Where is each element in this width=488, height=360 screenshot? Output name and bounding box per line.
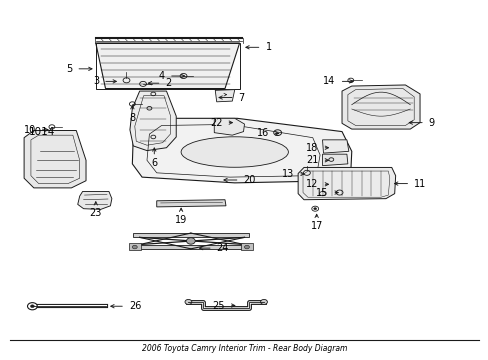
Polygon shape: [322, 154, 347, 166]
Circle shape: [186, 238, 195, 244]
Text: 20: 20: [243, 175, 255, 185]
Text: 13: 13: [282, 169, 294, 179]
Polygon shape: [214, 118, 244, 135]
Text: 8: 8: [129, 113, 135, 123]
Text: 12: 12: [305, 179, 318, 189]
Text: 9: 9: [428, 118, 434, 128]
Text: 17: 17: [310, 221, 322, 231]
Polygon shape: [157, 200, 225, 207]
Polygon shape: [96, 43, 239, 89]
Circle shape: [27, 303, 37, 310]
Text: 2006 Toyota Camry Interior Trim - Rear Body Diagram: 2006 Toyota Camry Interior Trim - Rear B…: [142, 344, 346, 353]
Polygon shape: [215, 90, 234, 102]
Bar: [241, 243, 252, 250]
Text: 22: 22: [210, 118, 222, 128]
Text: 3: 3: [93, 76, 99, 86]
Text: 16: 16: [256, 129, 268, 138]
Polygon shape: [133, 233, 249, 237]
Text: 15: 15: [315, 188, 328, 198]
Polygon shape: [322, 140, 348, 153]
Polygon shape: [130, 91, 176, 150]
Text: 2: 2: [165, 78, 171, 88]
Circle shape: [132, 245, 137, 249]
Text: 25: 25: [212, 301, 224, 311]
Polygon shape: [132, 118, 351, 183]
Text: 14: 14: [323, 76, 335, 86]
Text: 5: 5: [66, 64, 72, 74]
Text: 18: 18: [306, 143, 318, 153]
Text: 19: 19: [175, 215, 187, 225]
Text: 1014: 1014: [29, 127, 55, 136]
Circle shape: [30, 305, 34, 308]
Circle shape: [313, 208, 316, 210]
Ellipse shape: [181, 137, 288, 167]
Text: 26: 26: [129, 301, 141, 311]
Circle shape: [184, 300, 191, 305]
Circle shape: [244, 245, 249, 249]
Text: 10: 10: [23, 125, 36, 135]
Text: 7: 7: [238, 93, 244, 103]
Text: 23: 23: [89, 208, 102, 219]
Text: 24: 24: [216, 243, 228, 253]
Polygon shape: [341, 85, 419, 129]
Polygon shape: [78, 192, 112, 210]
Text: 4: 4: [159, 71, 164, 81]
Text: 6: 6: [151, 158, 157, 168]
Text: 1: 1: [265, 42, 271, 52]
Polygon shape: [133, 244, 249, 249]
Text: 21: 21: [305, 155, 318, 165]
Polygon shape: [298, 167, 395, 200]
Bar: [129, 243, 141, 250]
Text: 11: 11: [413, 179, 426, 189]
Circle shape: [260, 300, 267, 305]
Polygon shape: [24, 131, 86, 188]
